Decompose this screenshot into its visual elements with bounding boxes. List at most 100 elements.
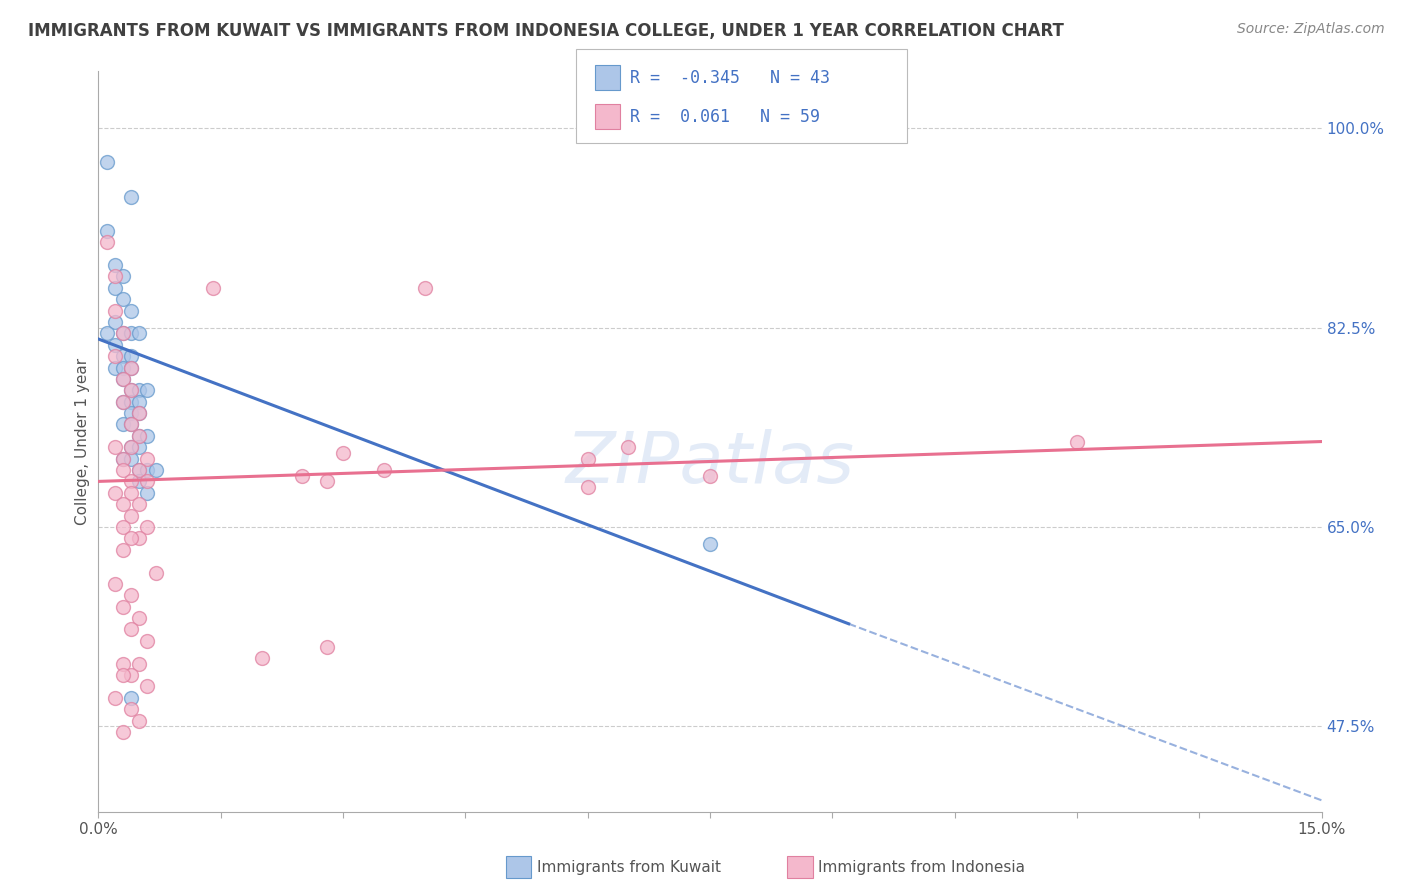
Text: Immigrants from Indonesia: Immigrants from Indonesia xyxy=(818,860,1025,874)
Point xyxy=(120,623,142,637)
Point xyxy=(111,657,134,671)
Point xyxy=(111,725,134,739)
Point xyxy=(291,468,314,483)
Point xyxy=(128,384,150,398)
Y-axis label: College, Under 1 year: College, Under 1 year xyxy=(75,358,90,525)
Point xyxy=(201,281,224,295)
Point xyxy=(111,668,134,682)
Point xyxy=(111,349,134,363)
Point xyxy=(111,394,134,409)
Point xyxy=(104,485,127,500)
Point xyxy=(699,537,721,551)
Point xyxy=(120,668,142,682)
Point xyxy=(104,258,127,272)
Point xyxy=(128,440,150,454)
Point xyxy=(136,485,159,500)
Point xyxy=(120,417,142,432)
Point xyxy=(128,429,150,443)
Point xyxy=(120,326,142,341)
Point xyxy=(120,451,142,466)
Point xyxy=(120,406,142,420)
Point xyxy=(136,475,159,489)
Point xyxy=(111,451,134,466)
Point xyxy=(120,702,142,716)
Point xyxy=(120,475,142,489)
Point xyxy=(104,360,127,375)
Text: R =  0.061   N = 59: R = 0.061 N = 59 xyxy=(630,108,820,126)
Point xyxy=(332,446,354,460)
Point xyxy=(128,611,150,625)
Point xyxy=(111,497,134,511)
Point xyxy=(111,451,134,466)
Point xyxy=(128,429,150,443)
Point xyxy=(145,566,167,580)
Point xyxy=(104,577,127,591)
Text: Immigrants from Kuwait: Immigrants from Kuwait xyxy=(537,860,721,874)
Point xyxy=(250,651,273,665)
Point xyxy=(373,463,395,477)
Point xyxy=(111,394,134,409)
Point xyxy=(136,429,159,443)
Point xyxy=(111,542,134,557)
Point xyxy=(136,520,159,534)
Point xyxy=(111,599,134,614)
Point xyxy=(120,690,142,705)
Point xyxy=(617,440,640,454)
Point xyxy=(96,235,118,250)
Point xyxy=(104,349,127,363)
Point xyxy=(104,440,127,454)
Text: IMMIGRANTS FROM KUWAIT VS IMMIGRANTS FROM INDONESIA COLLEGE, UNDER 1 YEAR CORREL: IMMIGRANTS FROM KUWAIT VS IMMIGRANTS FRO… xyxy=(28,22,1064,40)
Point xyxy=(128,475,150,489)
Point xyxy=(111,372,134,386)
Point xyxy=(104,337,127,351)
Point xyxy=(111,417,134,432)
Point xyxy=(104,269,127,284)
Point xyxy=(413,281,436,295)
Point xyxy=(111,520,134,534)
Point xyxy=(576,451,599,466)
Point xyxy=(104,315,127,329)
Point xyxy=(128,657,150,671)
Point xyxy=(120,440,142,454)
Point xyxy=(128,714,150,728)
Point xyxy=(120,349,142,363)
Point xyxy=(128,497,150,511)
Point xyxy=(315,640,337,654)
Point xyxy=(120,532,142,546)
Point xyxy=(136,633,159,648)
Point xyxy=(111,269,134,284)
Point xyxy=(128,326,150,341)
Point xyxy=(576,480,599,494)
Text: R =  -0.345   N = 43: R = -0.345 N = 43 xyxy=(630,69,830,87)
Point xyxy=(120,588,142,602)
Point xyxy=(104,281,127,295)
Point xyxy=(104,303,127,318)
Point xyxy=(96,224,118,238)
Point xyxy=(128,532,150,546)
Point xyxy=(120,485,142,500)
Point xyxy=(120,508,142,523)
Point xyxy=(111,360,134,375)
Point xyxy=(128,463,150,477)
Point xyxy=(145,463,167,477)
Point xyxy=(136,384,159,398)
Point xyxy=(136,451,159,466)
Point xyxy=(699,468,721,483)
Point xyxy=(1066,434,1088,449)
Point xyxy=(128,406,150,420)
Point xyxy=(128,394,150,409)
Point xyxy=(136,680,159,694)
Point xyxy=(120,417,142,432)
Point xyxy=(111,372,134,386)
Point xyxy=(120,360,142,375)
Point xyxy=(120,394,142,409)
Point xyxy=(120,384,142,398)
Point xyxy=(111,326,134,341)
Point xyxy=(128,406,150,420)
Point xyxy=(136,463,159,477)
Point xyxy=(104,690,127,705)
Point xyxy=(120,189,142,203)
Point xyxy=(120,360,142,375)
Point xyxy=(111,326,134,341)
Point xyxy=(111,463,134,477)
